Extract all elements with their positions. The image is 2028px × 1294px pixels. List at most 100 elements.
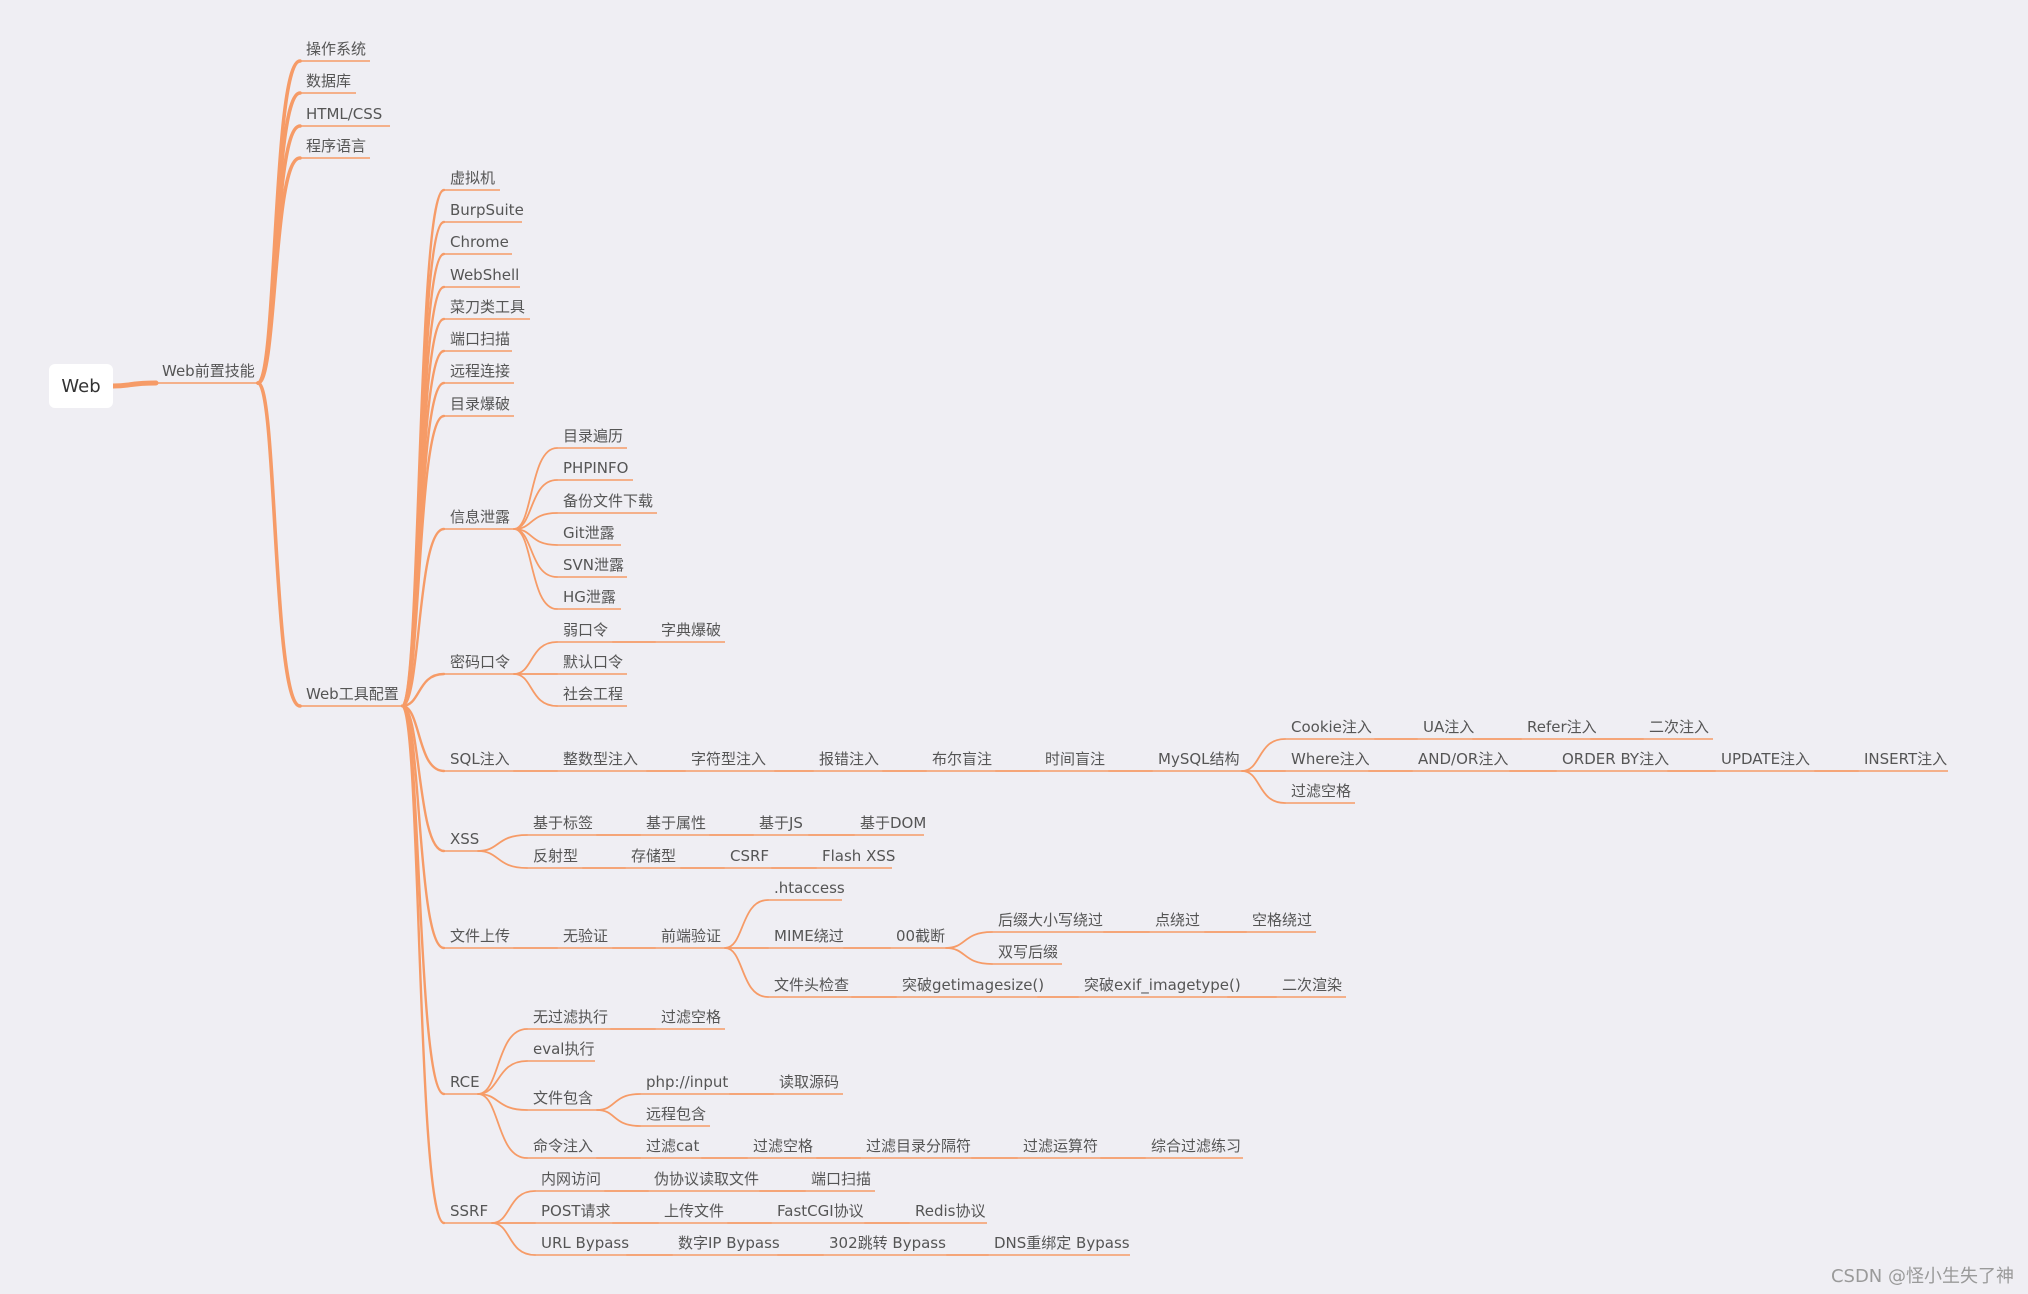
node-n7d[interactable]: MIME绕过 (768, 927, 844, 949)
node-n9a[interactable]: 内网访问 (535, 1170, 605, 1192)
node-n1a[interactable]: 操作系统 (300, 40, 370, 62)
node-n7f[interactable]: 后缀大小写绕过 (992, 911, 1104, 933)
node-n3f[interactable]: HG泄露 (557, 588, 621, 610)
node-n6h[interactable]: Flash XSS (816, 847, 895, 869)
node-n7i[interactable]: 双写后缀 (992, 943, 1062, 965)
node-n5a[interactable]: 整数型注入 (557, 750, 647, 772)
node-n4b[interactable]: 默认口令 (557, 653, 627, 675)
node-n2f[interactable]: 端口扫描 (444, 330, 512, 352)
node-n2[interactable]: Web工具配置 (300, 685, 402, 707)
node-label: 字符型注入 (691, 750, 766, 768)
node-n8c[interactable]: 文件包含 (527, 1089, 597, 1111)
node-n5o[interactable]: INSERT注入 (1858, 750, 1948, 772)
node-n7[interactable]: 文件上传 (444, 927, 514, 949)
node-n4c[interactable]: 社会工程 (557, 685, 627, 707)
node-n7j[interactable]: 文件头检查 (768, 976, 852, 998)
node-n3e[interactable]: SVN泄露 (557, 556, 627, 578)
node-n8d5[interactable]: 综合过滤练习 (1145, 1137, 1243, 1159)
node-n5l[interactable]: AND/OR注入 (1412, 750, 1510, 772)
node-n5n[interactable]: UPDATE注入 (1715, 750, 1815, 772)
node-n6g[interactable]: CSRF (724, 847, 772, 869)
node-n8c3[interactable]: 远程包含 (640, 1105, 710, 1127)
node-n8[interactable]: RCE (444, 1073, 480, 1095)
node-n4[interactable]: 密码口令 (444, 653, 514, 675)
node-n8a1[interactable]: 过滤空格 (655, 1008, 725, 1030)
node-n2d[interactable]: WebShell (444, 266, 520, 288)
node-label: 程序语言 (306, 137, 366, 155)
node-n5e[interactable]: 时间盲注 (1039, 750, 1109, 772)
node-n8d3[interactable]: 过滤目录分隔符 (860, 1137, 972, 1159)
node-n2e[interactable]: 菜刀类工具 (444, 298, 530, 320)
node-n2c[interactable]: Chrome (444, 233, 512, 255)
node-n9k[interactable]: DNS重绑定 Bypass (988, 1234, 1130, 1256)
node-n5h[interactable]: UA注入 (1417, 718, 1474, 740)
node-n9b[interactable]: 伪协议读取文件 (648, 1170, 760, 1192)
node-n7a[interactable]: 无验证 (557, 927, 613, 949)
node-n6d[interactable]: 基于DOM (854, 814, 926, 836)
node-n6a[interactable]: 基于标签 (527, 814, 597, 836)
node-n5i[interactable]: Refer注入 (1521, 718, 1597, 740)
node-n7b[interactable]: 前端验证 (655, 927, 725, 949)
node-n6e[interactable]: 反射型 (527, 847, 583, 869)
connector-n1d (256, 156, 302, 385)
node-n3[interactable]: 信息泄露 (444, 508, 514, 530)
node-n5f[interactable]: MySQL结构 (1152, 750, 1242, 772)
node-n8d4[interactable]: 过滤运算符 (1017, 1137, 1101, 1159)
node-n8b[interactable]: eval执行 (527, 1040, 595, 1062)
node-n9e[interactable]: 上传文件 (658, 1202, 728, 1224)
node-n9f[interactable]: FastCGI协议 (771, 1202, 865, 1224)
node-n6c[interactable]: 基于JS (753, 814, 809, 836)
node-n5g[interactable]: Cookie注入 (1285, 718, 1375, 740)
node-n9h[interactable]: URL Bypass (535, 1234, 629, 1256)
node-n5k[interactable]: Where注入 (1285, 750, 1370, 772)
node-label: 内网访问 (541, 1170, 601, 1188)
node-n3d[interactable]: Git泄露 (557, 524, 621, 546)
node-n5d[interactable]: 布尔盲注 (926, 750, 996, 772)
node-n5[interactable]: SQL注入 (444, 750, 514, 772)
node-n2a[interactable]: 虚拟机 (444, 169, 500, 191)
root-node[interactable]: Web (49, 364, 113, 408)
node-n8c1[interactable]: php://input (640, 1073, 730, 1095)
node-n2h[interactable]: 目录爆破 (444, 395, 514, 417)
node-n9g[interactable]: Redis协议 (909, 1202, 987, 1224)
node-n8d[interactable]: 命令注入 (527, 1137, 597, 1159)
node-n6f[interactable]: 存储型 (625, 847, 681, 869)
node-n7c[interactable]: .htaccess (768, 879, 845, 901)
node-label: XSS (450, 830, 479, 848)
node-label: 上传文件 (664, 1202, 724, 1220)
node-n7e[interactable]: 00截断 (890, 927, 946, 949)
node-n8d2[interactable]: 过滤空格 (747, 1137, 817, 1159)
node-n9i[interactable]: 数字IP Bypass (672, 1234, 780, 1256)
node-n8c2[interactable]: 读取源码 (773, 1073, 843, 1095)
node-n2b[interactable]: BurpSuite (444, 201, 524, 223)
node-n7k[interactable]: 突破getimagesize() (896, 976, 1044, 998)
node-n5b[interactable]: 字符型注入 (685, 750, 775, 772)
node-n1c[interactable]: HTML/CSS (300, 105, 390, 127)
node-n9d[interactable]: POST请求 (535, 1202, 613, 1224)
node-n8d1[interactable]: 过滤cat (640, 1137, 702, 1159)
node-label: 文件头检查 (774, 976, 849, 994)
node-n5c[interactable]: 报错注入 (813, 750, 883, 772)
node-n7m[interactable]: 二次渲染 (1276, 976, 1346, 998)
node-n3c[interactable]: 备份文件下载 (557, 492, 657, 514)
node-n7l[interactable]: 突破exif_imagetype() (1078, 976, 1241, 998)
node-n3a[interactable]: 目录遍历 (557, 427, 627, 449)
node-n5m[interactable]: ORDER BY注入 (1556, 750, 1669, 772)
node-n7g[interactable]: 点绕过 (1149, 911, 1205, 933)
node-n4a[interactable]: 弱口令 (557, 621, 613, 643)
node-n5p[interactable]: 过滤空格 (1285, 782, 1355, 804)
node-n5j[interactable]: 二次注入 (1643, 718, 1713, 740)
node-n9j[interactable]: 302跳转 Bypass (823, 1234, 947, 1256)
node-n1[interactable]: Web前置技能 (156, 362, 258, 384)
node-n8a[interactable]: 无过滤执行 (527, 1008, 611, 1030)
node-n2g[interactable]: 远程连接 (444, 362, 514, 384)
node-n7h[interactable]: 空格绕过 (1246, 911, 1316, 933)
node-n9[interactable]: SSRF (444, 1202, 492, 1224)
node-n1b[interactable]: 数据库 (300, 72, 356, 94)
node-n6b[interactable]: 基于属性 (640, 814, 710, 836)
node-n9c[interactable]: 端口扫描 (805, 1170, 875, 1192)
node-n4a1[interactable]: 字典爆破 (655, 621, 725, 643)
node-n3b[interactable]: PHPINFO (557, 459, 633, 481)
node-n1d[interactable]: 程序语言 (300, 137, 370, 159)
node-n6[interactable]: XSS (444, 830, 479, 852)
